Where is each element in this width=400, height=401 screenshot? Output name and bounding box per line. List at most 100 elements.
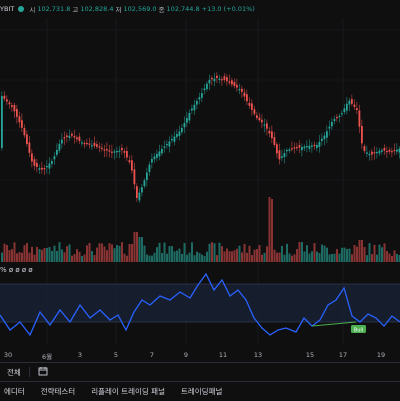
candle [199, 97, 201, 99]
range-all-button[interactable]: 전체 [7, 367, 21, 378]
volume-bar [271, 199, 273, 262]
volume-bar [46, 248, 48, 262]
candle [231, 80, 233, 84]
volume-bar [376, 255, 378, 262]
volume-bar [181, 254, 183, 262]
volume-bar [159, 243, 161, 262]
volume-bar [51, 251, 53, 262]
volume-bar [396, 254, 398, 262]
candle [159, 152, 161, 157]
volume-bar [359, 240, 361, 262]
volume-bar [81, 256, 83, 262]
volume-bar [11, 249, 13, 262]
volume-bar [391, 256, 393, 262]
volume-bar [36, 247, 38, 262]
volume-bar [211, 242, 213, 262]
candle [266, 123, 268, 128]
volume-bar [339, 254, 341, 262]
candle [174, 137, 176, 142]
oscillator-legend[interactable]: % ø ø ø ø [0, 266, 33, 274]
candle [271, 131, 273, 138]
time-axis[interactable]: 30 6월 3 5 7 9 11 13 15 17 19 [0, 348, 400, 362]
volume-bar [136, 232, 138, 262]
price-chart[interactable]: Bull [0, 0, 400, 348]
volume-bar [269, 197, 271, 262]
volume-bar [364, 247, 366, 262]
tab-strategy-tester[interactable]: 전략테스터 [41, 386, 76, 397]
volume-bar [284, 255, 286, 262]
volume-bar [114, 248, 116, 262]
candle [134, 169, 136, 184]
volume-bar [4, 244, 6, 262]
volume-bar [86, 245, 88, 262]
tab-editor[interactable]: 에디터 [4, 386, 25, 397]
volume-bar [54, 246, 56, 262]
candle [101, 148, 103, 149]
volume-bar [106, 250, 108, 262]
volume-bar [216, 255, 218, 262]
volume-bar [321, 245, 323, 262]
volume-bar [289, 253, 291, 262]
symbol-name[interactable]: YBIT [0, 5, 14, 13]
candle [59, 144, 61, 151]
volume-bar [131, 244, 133, 262]
volume-bar [386, 251, 388, 262]
volume-bar [191, 242, 193, 262]
volume-bar [319, 253, 321, 262]
candle [364, 146, 366, 151]
bottom-tabs: 에디터 전략테스터 리플레이 트레이딩 패널 트레이딩패널 [0, 381, 400, 401]
volume-bar [234, 250, 236, 262]
volume-bar [354, 245, 356, 262]
volume-bar [224, 251, 226, 262]
candle [346, 104, 348, 111]
candle [259, 118, 261, 121]
toolbar-divider [29, 367, 30, 377]
change-value: +13.0 (+0.01%) [202, 5, 255, 13]
volume-bar [374, 245, 376, 262]
candle [366, 153, 368, 154]
candle [161, 149, 163, 153]
volume-bar [281, 246, 283, 262]
volume-bar [91, 251, 93, 262]
volume-bar [189, 253, 191, 262]
candle [164, 147, 166, 148]
x-tick: 19 [377, 351, 385, 359]
candle [291, 148, 293, 149]
candle [196, 101, 198, 105]
tab-replay-trading[interactable]: 리플레이 트레이딩 패널 [91, 386, 165, 397]
volume-bar [369, 243, 371, 262]
candle [246, 94, 248, 101]
calendar-icon[interactable] [38, 366, 48, 378]
bull-badge-text: Bull [354, 327, 363, 333]
x-tick: 11 [219, 351, 227, 359]
volume-bar [384, 243, 386, 262]
candle [319, 142, 321, 147]
candle [311, 146, 313, 147]
candle [296, 147, 298, 148]
candle [156, 154, 158, 158]
candle [24, 128, 26, 135]
candle [299, 145, 301, 147]
candle [219, 79, 221, 80]
volume-bar [1, 253, 3, 262]
candle [321, 139, 323, 141]
candle [39, 168, 41, 169]
volume-bar [346, 249, 348, 262]
volume-bar [6, 245, 8, 262]
volume-bar [74, 254, 76, 262]
volume-bar [239, 246, 241, 262]
candle [126, 151, 128, 157]
x-tick: 17 [339, 351, 347, 359]
x-tick: 30 [4, 351, 12, 359]
market-status-icon [18, 6, 24, 12]
candle [171, 139, 173, 140]
candle [61, 140, 63, 144]
volume-bar [291, 256, 293, 262]
candle [89, 144, 91, 145]
volume-bar [149, 256, 151, 262]
volume-bar [56, 251, 58, 262]
volume-bar [71, 256, 73, 262]
volume-bar [44, 248, 46, 262]
tab-trading-panel[interactable]: 트레이딩패널 [181, 386, 222, 397]
volume-bar [209, 244, 211, 262]
